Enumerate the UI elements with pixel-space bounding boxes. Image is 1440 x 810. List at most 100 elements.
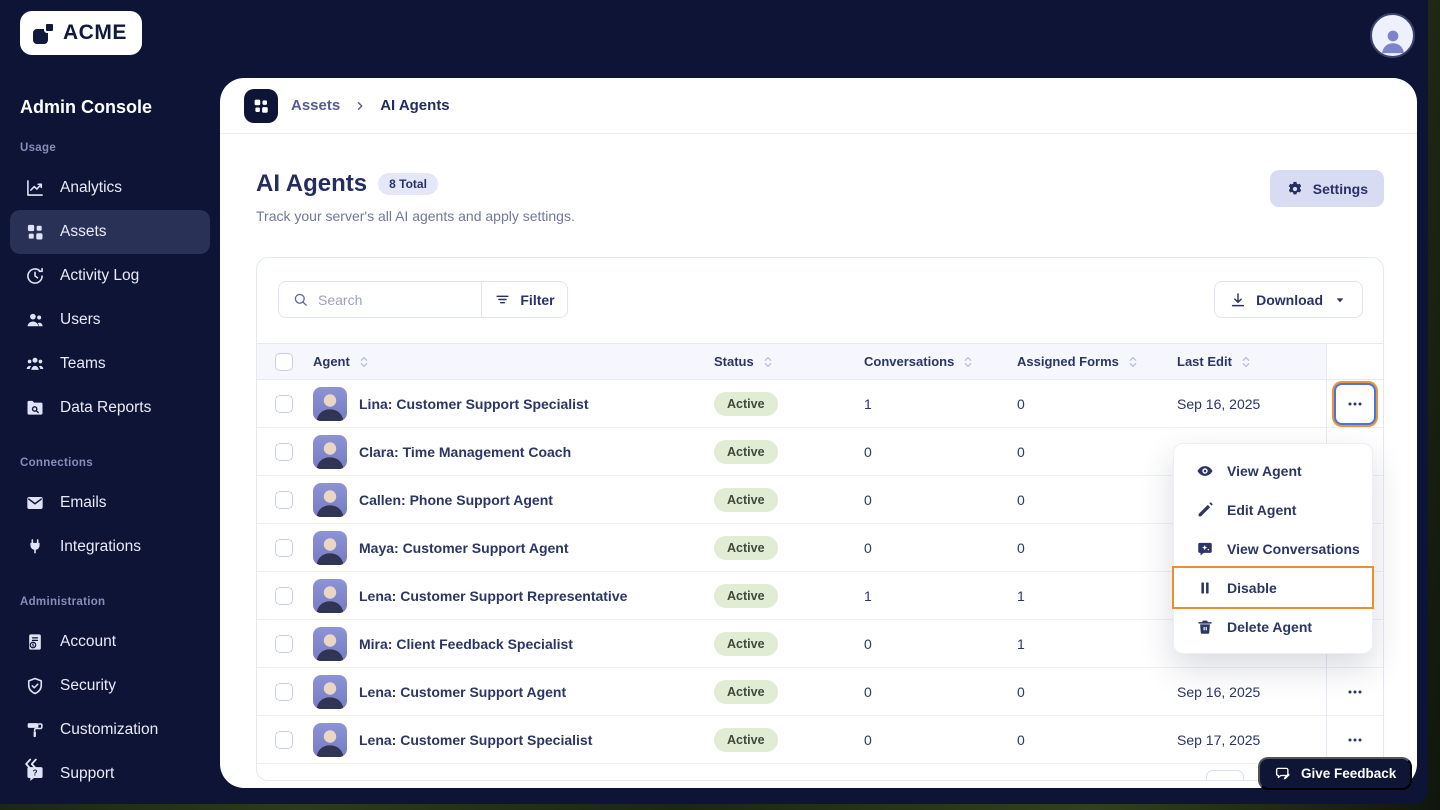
row-actions-button[interactable]	[1334, 382, 1376, 425]
select-all-checkbox[interactable]	[275, 352, 293, 371]
sidebar-item-emails[interactable]: Emails	[10, 481, 210, 525]
total-count-badge: 8 Total	[378, 173, 438, 195]
actions-cell	[1326, 668, 1383, 715]
conversations-value: 1	[864, 395, 872, 412]
conversations-value: 0	[864, 683, 872, 700]
agent-cell: Lina: Customer Support Specialist	[297, 386, 714, 421]
row-checkbox-cell	[257, 428, 297, 475]
column-header-agent[interactable]: Agent	[297, 344, 714, 379]
column-header-status[interactable]: Status	[714, 344, 864, 379]
sidebar-item-analytics[interactable]: Analytics	[10, 166, 210, 210]
agent-cell: Clara: Time Management Coach	[297, 434, 714, 469]
status-badge: Active	[714, 535, 778, 560]
assigned-forms-value: 0	[1017, 731, 1025, 748]
chevron-right-icon	[353, 99, 367, 113]
last-edit-value: Sep 16, 2025	[1177, 683, 1261, 700]
last-edit-value: Sep 17, 2025	[1177, 731, 1261, 748]
analytics-icon	[25, 178, 45, 198]
give-feedback-button[interactable]: Give Feedback	[1258, 757, 1413, 790]
column-header-last-edit[interactable]: Last Edit	[1177, 344, 1326, 379]
sidebar: Admin Console Usage Analytics Assets Activi…	[0, 78, 220, 804]
sidebar-item-label: Account	[60, 633, 117, 650]
sidebar-item-teams[interactable]: Teams	[10, 342, 210, 386]
support-icon: ?	[25, 764, 45, 784]
sidebar-item-support[interactable]: ? Support	[10, 752, 210, 796]
status-cell: Active	[714, 679, 864, 704]
row-actions-button[interactable]	[1334, 720, 1376, 759]
sidebar-item-security[interactable]: Security	[10, 664, 210, 708]
agent-name: Clara: Time Management Coach	[359, 443, 572, 460]
table-row: Lena: Customer Support Agent Active 0 0 Sep …	[257, 668, 1383, 716]
agent-cell: Callen: Phone Support Agent	[297, 482, 714, 517]
agent-name: Lena: Customer Support Agent	[359, 683, 567, 700]
row-checkbox[interactable]	[275, 538, 293, 557]
status-cell: Active	[714, 439, 864, 464]
assigned-forms-value: 0	[1017, 491, 1025, 508]
download-button[interactable]: Download	[1214, 281, 1363, 318]
settings-button[interactable]: Settings	[1269, 170, 1384, 207]
activity-log-icon	[25, 266, 45, 286]
conversations-value: 0	[864, 731, 872, 748]
column-header-label: Agent	[313, 354, 350, 369]
row-checkbox[interactable]	[275, 490, 293, 509]
sidebar-section-label: Connections	[20, 457, 93, 469]
sidebar-collapse-icon[interactable]	[22, 755, 40, 773]
status-cell: Active	[714, 583, 864, 608]
agent-name: Lena: Customer Support Specialist	[359, 731, 593, 748]
row-checkbox-cell	[257, 668, 297, 715]
acme-logo-icon	[33, 22, 55, 44]
sidebar-item-assets[interactable]: Assets	[10, 210, 210, 254]
menu-item-label: Edit Agent	[1227, 501, 1297, 518]
chat-pencil-icon	[1274, 765, 1292, 783]
menu-item-disable[interactable]: Disable	[1172, 566, 1374, 609]
sidebar-item-label: Emails	[60, 494, 107, 511]
search-box[interactable]	[279, 282, 481, 317]
column-header-conversations[interactable]: Conversations	[864, 344, 1017, 379]
sidebar-title: Admin Console	[20, 97, 153, 117]
row-checkbox[interactable]	[275, 394, 293, 413]
menu-item-delete-agent[interactable]: Delete Agent	[1174, 607, 1372, 646]
sidebar-item-label: Support	[60, 765, 115, 782]
pagination-button-partial[interactable]	[1206, 770, 1244, 780]
filter-icon	[494, 291, 511, 308]
breadcrumb-current: AI Agents	[380, 97, 450, 114]
menu-item-edit-agent[interactable]: Edit Agent	[1174, 490, 1372, 529]
acme-logo[interactable]: ACME	[20, 11, 142, 55]
row-checkbox[interactable]	[275, 682, 293, 701]
menu-item-view-agent[interactable]: View Agent	[1174, 451, 1372, 490]
filter-button-label: Filter	[520, 291, 555, 308]
conversations-value: 0	[864, 491, 872, 508]
sidebar-item-account[interactable]: $ Account	[10, 620, 210, 664]
sidebar-item-activity-log[interactable]: Activity Log	[10, 254, 210, 298]
user-avatar[interactable]	[1370, 13, 1415, 58]
assets-icon	[25, 222, 45, 242]
sidebar-item-label: Users	[60, 311, 101, 328]
sort-icon	[961, 355, 975, 369]
customization-icon	[25, 720, 45, 740]
row-actions-button[interactable]	[1334, 672, 1376, 711]
agent-cell: Lena: Customer Support Specialist	[297, 722, 714, 757]
conversations-value: 0	[864, 539, 872, 556]
row-actions-menu: View Agent Edit Agent View Conversations Di…	[1172, 443, 1374, 654]
breadcrumb-parent-link[interactable]: Assets	[291, 97, 341, 114]
sort-icon	[1239, 355, 1253, 369]
conversations-icon	[1196, 540, 1214, 558]
sidebar-item-data-reports[interactable]: Data Reports	[10, 386, 210, 430]
row-checkbox[interactable]	[275, 730, 293, 749]
agent-avatar	[313, 482, 347, 517]
agent-name: Mira: Client Feedback Specialist	[359, 635, 573, 652]
search-input[interactable]	[318, 291, 481, 308]
filter-button[interactable]: Filter	[481, 282, 567, 317]
column-header-assigned-forms[interactable]: Assigned Forms	[1017, 344, 1177, 379]
row-checkbox[interactable]	[275, 634, 293, 653]
menu-item-view-conversations[interactable]: View Conversations	[1174, 529, 1372, 568]
grid-icon	[252, 97, 270, 115]
sidebar-item-customization[interactable]: Customization	[10, 708, 210, 752]
sidebar-item-integrations[interactable]: Integrations	[10, 525, 210, 569]
sidebar-item-users[interactable]: Users	[10, 298, 210, 342]
row-checkbox-cell	[257, 572, 297, 619]
pencil-icon	[1196, 501, 1214, 519]
agent-avatar	[313, 722, 347, 757]
row-checkbox[interactable]	[275, 586, 293, 605]
row-checkbox[interactable]	[275, 442, 293, 461]
